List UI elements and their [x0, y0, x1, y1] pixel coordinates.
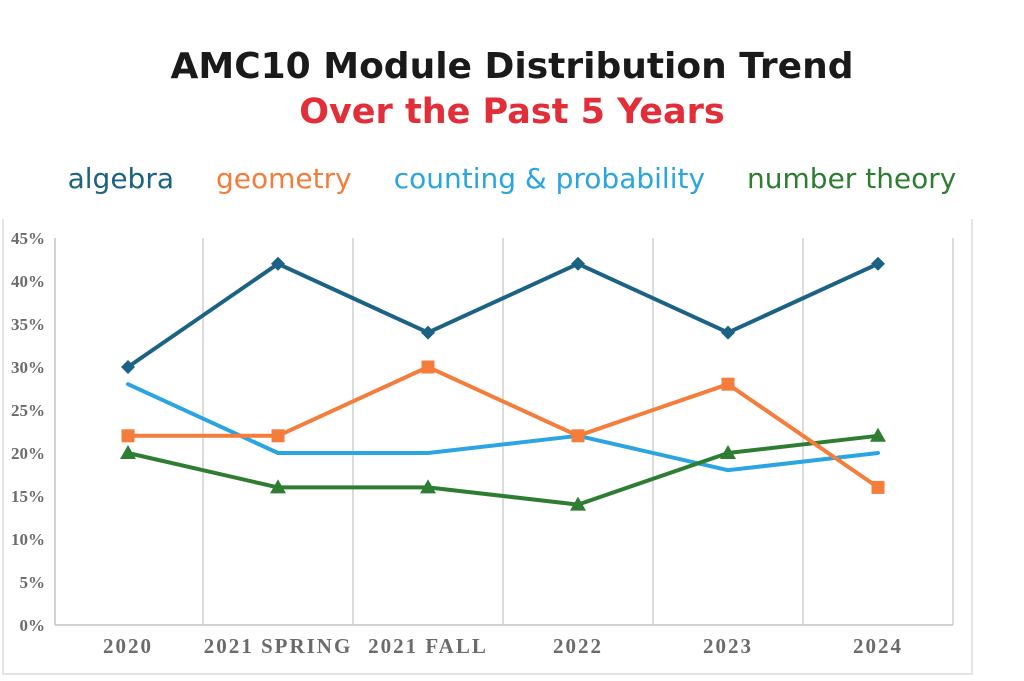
- data-point-diamond: [871, 256, 885, 271]
- data-point-triangle: [420, 479, 436, 494]
- chart-plot-area: 0% 5% 10% 15% 20% 25% 30% 35% 40% 45% 2020 2021 SPR…: [2, 219, 973, 675]
- data-point-diamond: [121, 360, 135, 374]
- chart-title: AMC10 Module Distribution Trend Over the…: [0, 44, 1024, 135]
- data-point-diamond: [271, 256, 285, 271]
- y-axis-tick-label: 15%: [11, 487, 45, 506]
- y-axis-tick-label: 30%: [11, 358, 45, 377]
- chart-legend: algebra geometry counting & probability num…: [0, 162, 1024, 195]
- chart-title-line1: AMC10 Module Distribution Trend: [170, 46, 854, 87]
- data-point-square: [271, 429, 285, 443]
- x-axis-category-label: 2023: [703, 634, 753, 658]
- legend-item-counting-probability: counting & probability: [393, 162, 706, 195]
- chart-title-line2: Over the Past 5 Years: [299, 92, 725, 132]
- data-point-triangle: [720, 445, 736, 459]
- series-line-number-theory: [126, 433, 880, 507]
- y-axis-tick-label: 5%: [20, 573, 46, 592]
- data-point-diamond: [421, 325, 435, 340]
- legend-item-geometry: geometry: [216, 162, 352, 195]
- series-line-geometry: [126, 365, 880, 490]
- data-point-triangle: [870, 427, 886, 442]
- y-axis-tick-label: 45%: [11, 229, 45, 248]
- x-axis-category-label: 2021 FALL: [368, 634, 488, 658]
- x-axis-category-label: 2020: [103, 634, 153, 658]
- y-axis-tick-label: 20%: [11, 444, 45, 463]
- y-axis-tick-label: 0%: [20, 616, 46, 635]
- series-line-algebra: [126, 261, 880, 369]
- data-point-square: [871, 480, 885, 494]
- x-axis-category-label: 2022: [553, 634, 603, 658]
- data-point-triangle: [270, 479, 286, 494]
- y-axis-tick-label: 10%: [11, 530, 45, 549]
- x-axis-category-label: 2024: [853, 634, 903, 658]
- legend-item-algebra: algebra: [67, 162, 174, 195]
- data-point-square: [121, 429, 135, 443]
- line-chart-plot: 0% 5% 10% 15% 20% 25% 30% 35% 40% 45% 2020 2021 SPR…: [11, 229, 954, 658]
- y-axis-tick-label: 40%: [11, 272, 45, 291]
- data-point-square: [421, 360, 435, 374]
- data-point-triangle: [120, 445, 136, 459]
- data-point-square: [571, 429, 585, 443]
- y-axis-tick-label: 25%: [11, 401, 45, 420]
- data-point-square: [721, 377, 735, 391]
- series-line-counting-probability: [126, 382, 880, 473]
- x-axis-category-label: 2021 SPRING: [204, 634, 353, 658]
- data-point-diamond: [571, 256, 585, 271]
- y-axis-tick-label: 35%: [11, 315, 45, 334]
- data-point-triangle: [570, 496, 586, 511]
- data-point-diamond: [721, 325, 735, 340]
- legend-item-number-theory: number theory: [747, 162, 957, 195]
